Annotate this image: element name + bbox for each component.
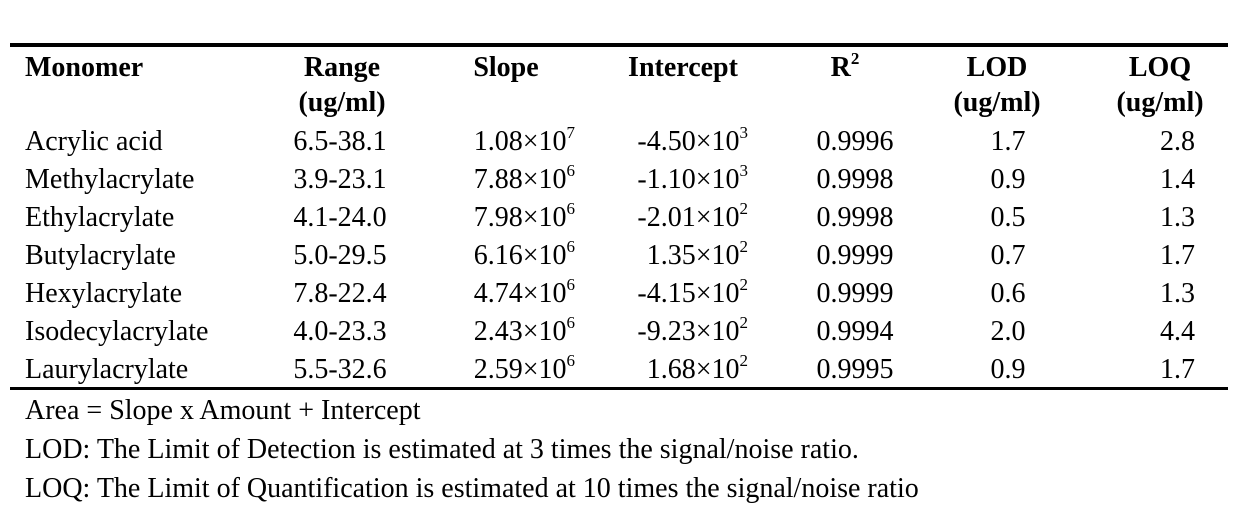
bottom-rule <box>10 387 1228 390</box>
header-cell: R2 <box>830 49 860 89</box>
table-cell: -4.50×103 <box>637 123 749 163</box>
base: R <box>830 52 851 83</box>
table-cell: 0.9994 <box>816 316 894 347</box>
header-cell: Slope <box>473 52 539 83</box>
superscript: 6 <box>566 351 576 370</box>
base: -4.50×10 <box>637 126 740 157</box>
table-cell: 2.43×106 <box>473 313 576 353</box>
table-cell: Isodecylacrylate <box>25 316 209 347</box>
base: -9.23×10 <box>637 316 740 347</box>
table-cell: 2.8 <box>1160 126 1195 157</box>
header-cell: LOD <box>966 52 1028 83</box>
table-cell: 0.5 <box>990 202 1026 233</box>
base: -2.01×10 <box>637 202 740 233</box>
table-cell: 4.0-23.3 <box>293 316 387 347</box>
table-cell: 1.08×107 <box>473 123 576 163</box>
base: 2.43×10 <box>473 316 567 347</box>
table-cell: 5.5-32.6 <box>293 354 387 385</box>
table-cell: 0.6 <box>990 278 1026 309</box>
base: -1.10×10 <box>637 164 740 195</box>
table-cell: -4.15×102 <box>637 275 749 315</box>
base: 1.35×10 <box>646 240 740 271</box>
note: Area = Slope x Amount + Intercept <box>25 395 421 426</box>
note: LOD: The Limit of Detection is estimated… <box>25 434 859 465</box>
table-cell: 0.7 <box>990 240 1026 271</box>
table-cell: 1.4 <box>1160 164 1195 195</box>
superscript: 2 <box>850 49 860 68</box>
superscript: 6 <box>566 275 576 294</box>
superscript: 3 <box>739 161 749 180</box>
superscript: 2 <box>739 313 749 332</box>
table-cell: 1.7 <box>1160 354 1195 385</box>
superscript: 3 <box>739 123 749 142</box>
table-cell: 0.9998 <box>816 164 894 195</box>
header-cell: Intercept <box>628 52 738 83</box>
table-cell: 0.9998 <box>816 202 894 233</box>
header-cell: Monomer <box>25 52 144 83</box>
top-rule <box>10 43 1228 47</box>
table-cell: 4.4 <box>1160 316 1195 347</box>
table-cell: 1.3 <box>1160 202 1195 233</box>
table-cell: 5.0-29.5 <box>293 240 387 271</box>
table-cell: 0.9995 <box>816 354 894 385</box>
base: 2.59×10 <box>473 354 567 385</box>
table-cell: 0.9999 <box>816 240 894 271</box>
base: 1.08×10 <box>473 126 567 157</box>
table-cell: 3.9-23.1 <box>293 164 387 195</box>
table-cell: 7.8-22.4 <box>293 278 387 309</box>
table-cell: 4.74×106 <box>473 275 576 315</box>
superscript: 6 <box>566 161 576 180</box>
header-cell: (ug/ml) <box>953 87 1041 118</box>
table-cell: Acrylic acid <box>25 126 163 157</box>
superscript: 6 <box>566 237 576 256</box>
base: 4.74×10 <box>473 278 567 309</box>
header-cell: (ug/ml) <box>298 87 386 118</box>
base: 1.68×10 <box>646 354 740 385</box>
note: LOQ: The Limit of Quantification is esti… <box>25 473 919 504</box>
table-cell: 0.9 <box>990 354 1026 385</box>
table-cell: 2.0 <box>990 316 1026 347</box>
table-cell: 0.9996 <box>816 126 894 157</box>
superscript: 2 <box>739 275 749 294</box>
table-cell: 2.59×106 <box>473 351 576 391</box>
table-cell: 1.7 <box>1160 240 1195 271</box>
superscript: 6 <box>566 313 576 332</box>
table-cell: 7.98×106 <box>473 199 576 239</box>
table-cell: 6.5-38.1 <box>293 126 387 157</box>
base: 7.88×10 <box>473 164 567 195</box>
table-cell: 0.9 <box>990 164 1026 195</box>
base: -4.15×10 <box>637 278 740 309</box>
table-cell: Butylacrylate <box>25 240 176 271</box>
superscript: 2 <box>739 351 749 370</box>
superscript: 6 <box>566 199 576 218</box>
header-cell: (ug/ml) <box>1116 87 1204 118</box>
table-cell: Hexylacrylate <box>25 278 183 309</box>
base: 6.16×10 <box>473 240 567 271</box>
superscript: 2 <box>739 199 749 218</box>
header-cell: Range <box>303 52 381 83</box>
table-cell: Ethylacrylate <box>25 202 175 233</box>
table-cell: 1.7 <box>990 126 1026 157</box>
table-cell: -2.01×102 <box>637 199 749 239</box>
table-cell: Laurylacrylate <box>25 354 189 385</box>
table-cell: 1.3 <box>1160 278 1195 309</box>
table-cell: 6.16×106 <box>473 237 576 277</box>
header-cell: LOQ <box>1128 52 1192 83</box>
table-cell: -9.23×102 <box>637 313 749 353</box>
table-cell: 4.1-24.0 <box>293 202 387 233</box>
base: 7.98×10 <box>473 202 567 233</box>
table-cell: -1.10×103 <box>637 161 749 201</box>
table-cell: Methylacrylate <box>25 164 195 195</box>
superscript: 7 <box>566 123 576 142</box>
table-cell: 1.35×102 <box>646 237 749 277</box>
table-cell: 0.9999 <box>816 278 894 309</box>
superscript: 2 <box>739 237 749 256</box>
table-cell: 1.68×102 <box>646 351 749 391</box>
table-cell: 7.88×106 <box>473 161 576 201</box>
